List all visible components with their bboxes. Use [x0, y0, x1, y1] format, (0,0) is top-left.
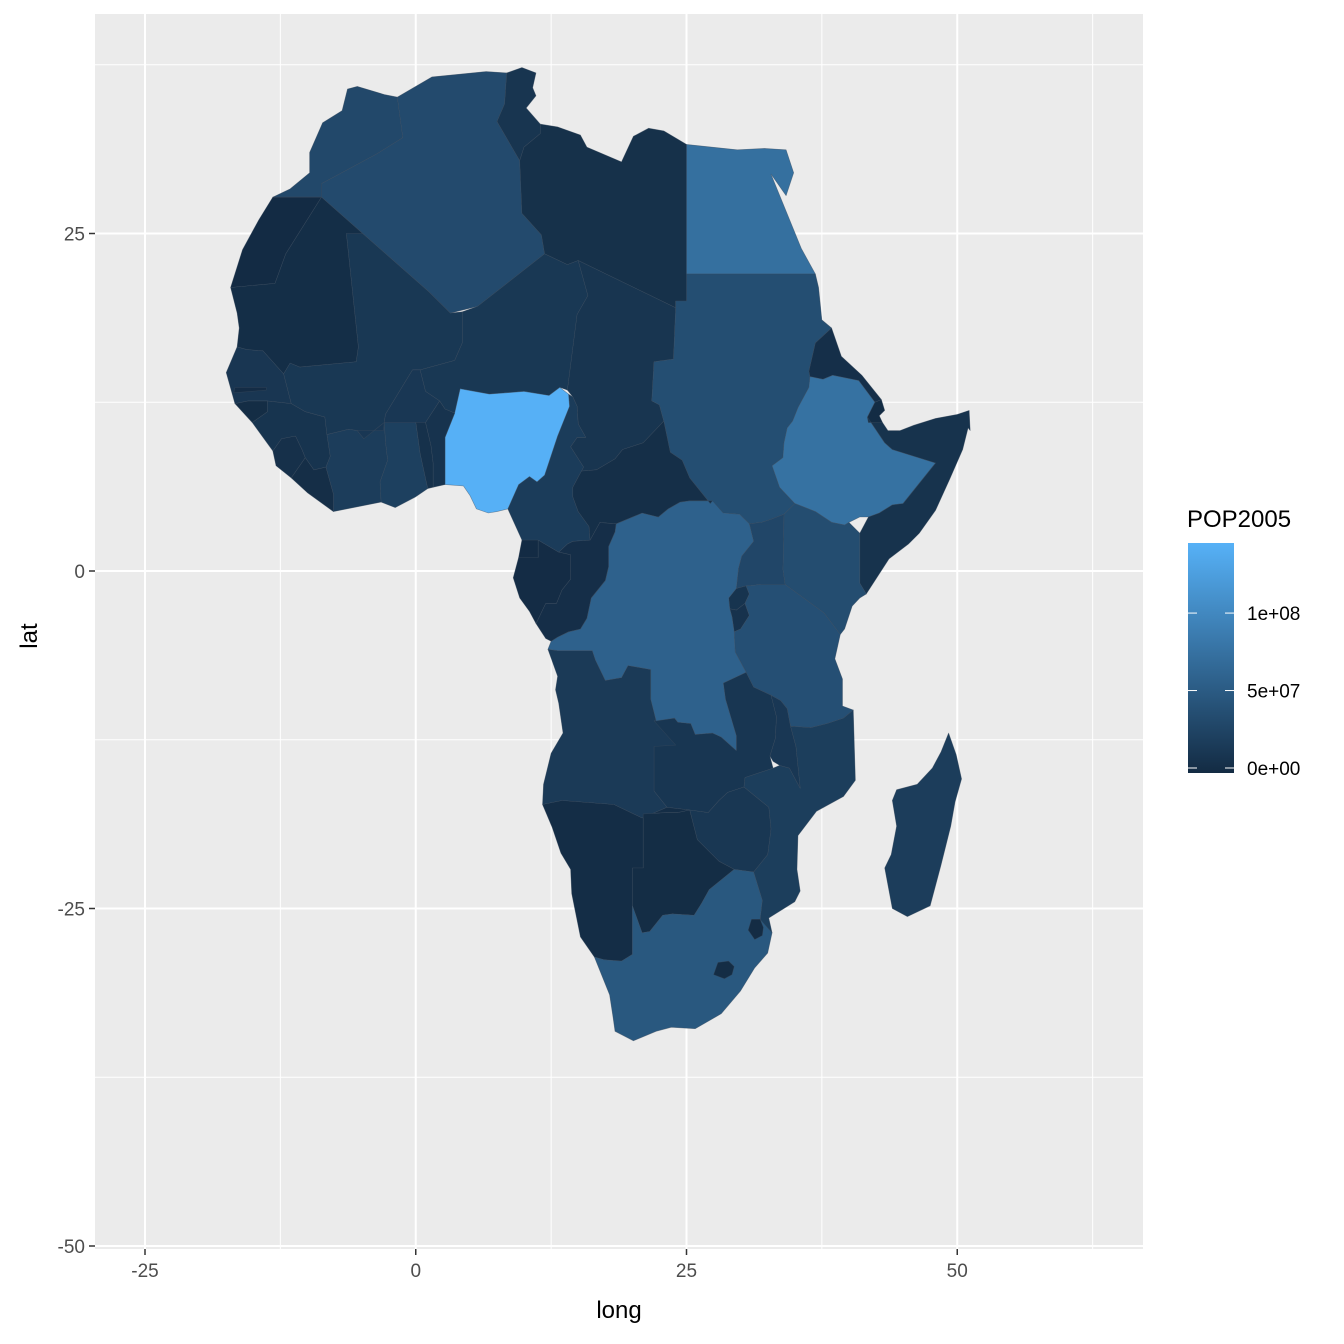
y-tick-label: -25 — [58, 900, 85, 921]
country-swaziland — [747, 918, 764, 940]
x-axis: -25 0 25 50 — [131, 1249, 968, 1282]
country-cote-d-ivoire — [325, 422, 388, 512]
country-equatorial-guinea — [518, 539, 539, 558]
legend: POP2005 0e+00 5e+07 1e+08 — [1187, 506, 1300, 780]
country-lesotho — [713, 960, 735, 980]
y-tick-label: 25 — [64, 225, 85, 246]
x-tick-label: 0 — [410, 1261, 421, 1282]
y-tick-label: -50 — [58, 1237, 85, 1258]
legend-label: 5e+07 — [1247, 682, 1300, 703]
x-tick-label: 50 — [947, 1261, 968, 1282]
legend-ticks: 0e+00 5e+07 1e+08 — [1188, 604, 1300, 780]
y-axis: -50 -25 0 25 — [58, 225, 95, 1258]
country-polygons — [225, 67, 971, 1042]
country-somalia — [859, 410, 971, 595]
country-madagascar — [884, 732, 962, 917]
legend-title: POP2005 — [1187, 506, 1291, 533]
y-axis-title: lat — [16, 623, 43, 649]
country-south-africa — [594, 869, 773, 1042]
x-axis-title: long — [596, 1297, 641, 1324]
legend-label: 0e+00 — [1247, 759, 1300, 780]
country-gambia — [233, 387, 267, 394]
legend-colorbar — [1188, 543, 1234, 773]
x-tick-label: 25 — [676, 1261, 697, 1282]
country-central-african-republic — [572, 420, 713, 541]
y-tick-label: 0 — [74, 562, 85, 583]
country-burkina-faso — [356, 369, 440, 440]
legend-label: 1e+08 — [1247, 604, 1300, 625]
country-nigeria — [444, 387, 570, 514]
x-tick-label: -25 — [131, 1261, 158, 1282]
